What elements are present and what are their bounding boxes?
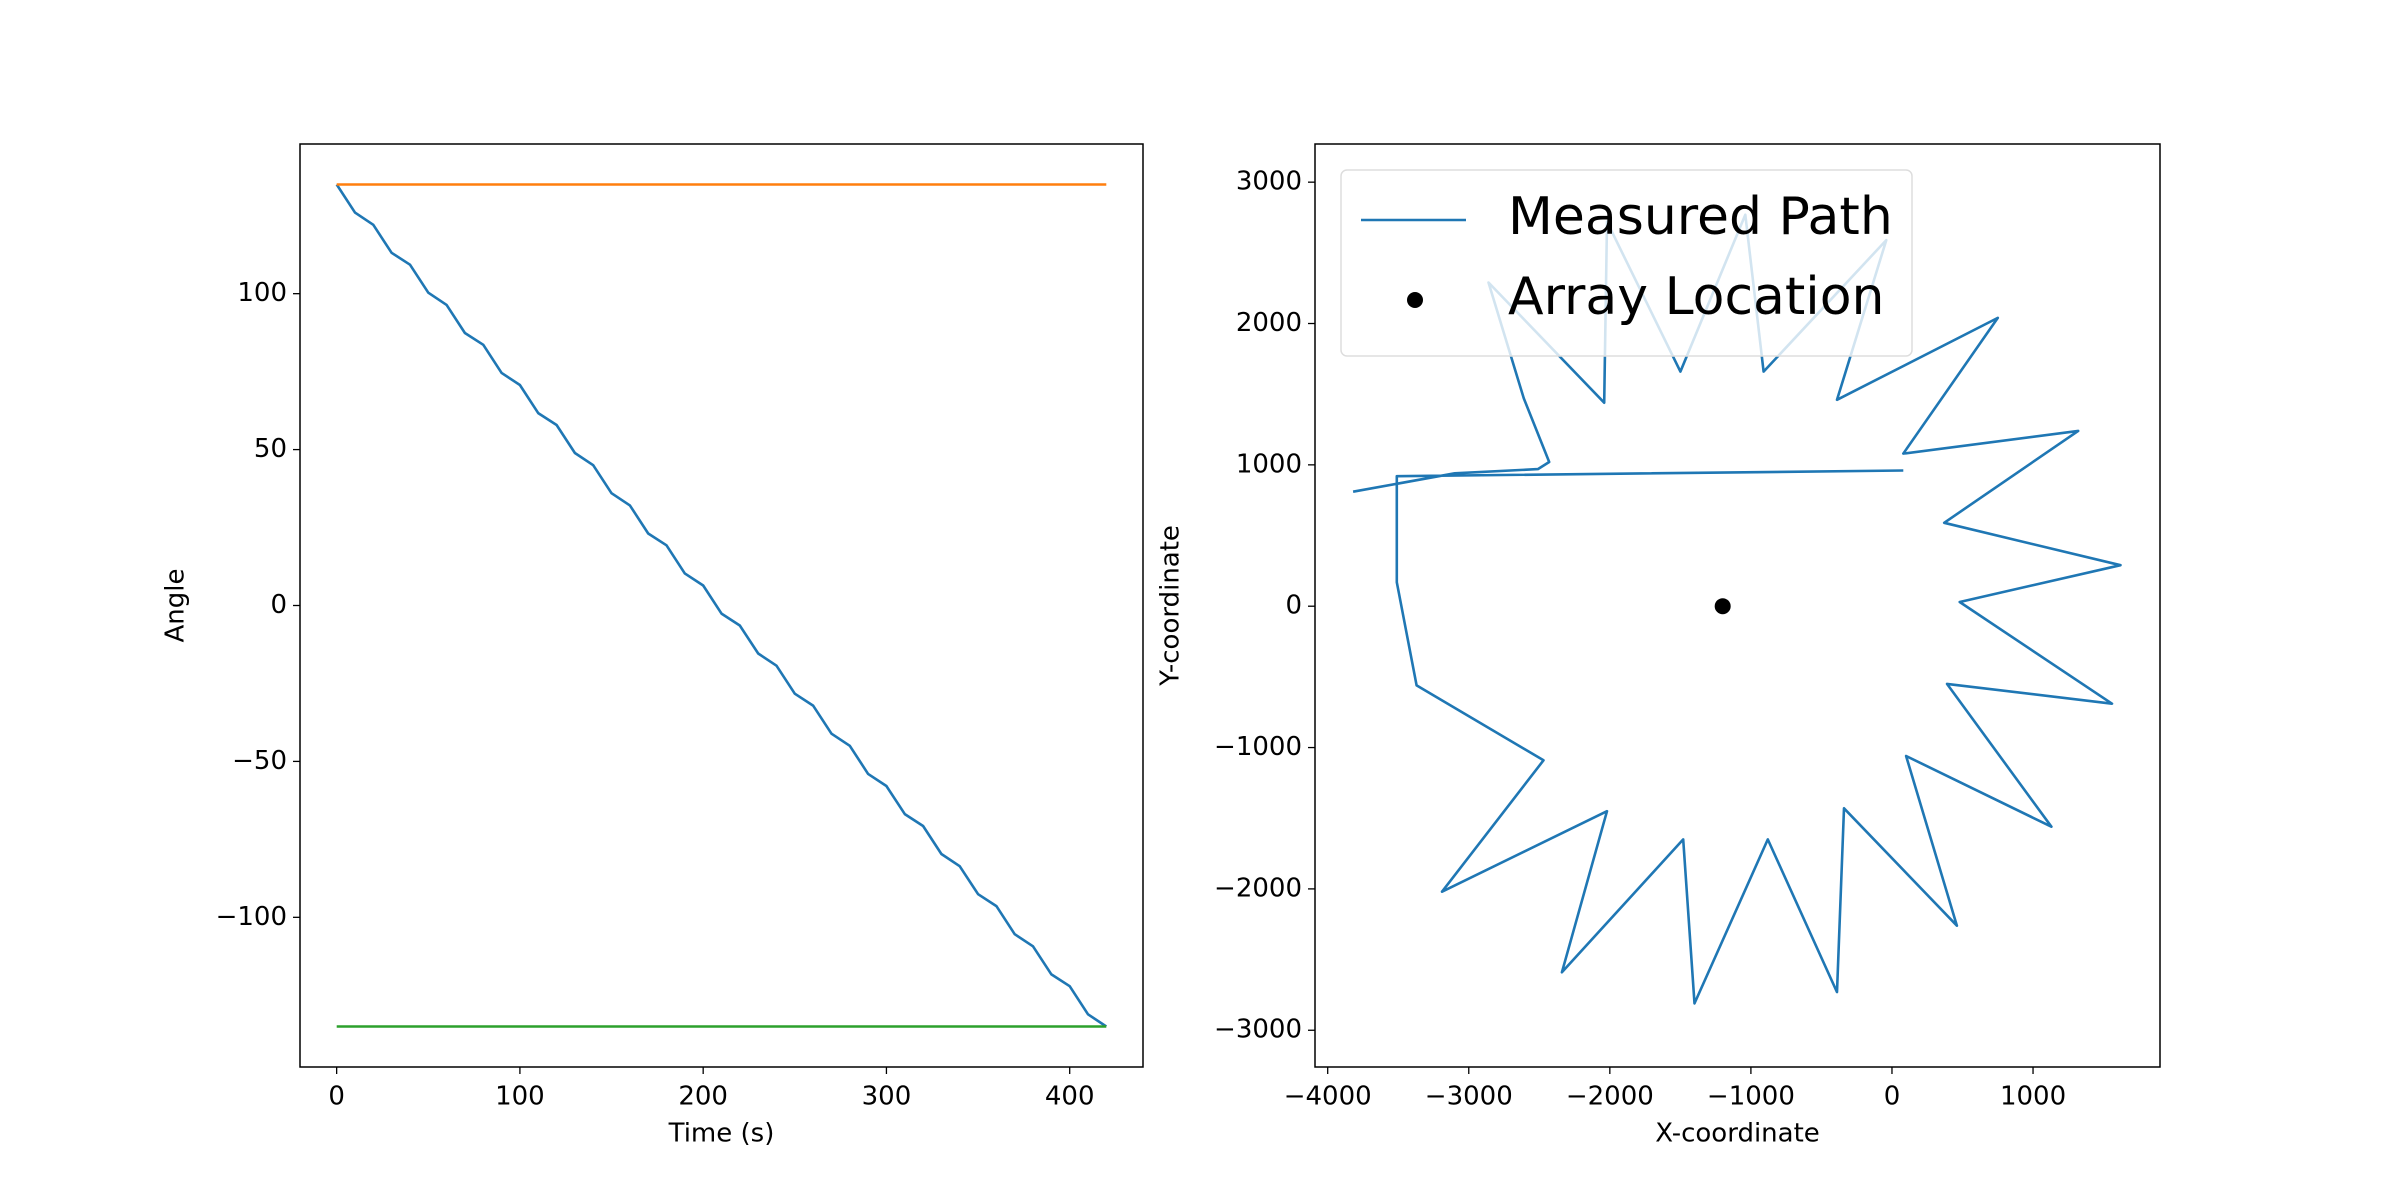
y-tick-label: 2000 xyxy=(1236,308,1302,338)
plot-area xyxy=(1352,213,2122,1005)
x-tick-label: 400 xyxy=(1045,1082,1095,1112)
x-tick-label: 100 xyxy=(495,1082,545,1112)
legend-marker xyxy=(1407,292,1423,308)
y-axis-label: Angle xyxy=(161,569,191,643)
y-tick-label: 0 xyxy=(270,590,287,620)
y-tick-label: −3000 xyxy=(1214,1015,1302,1045)
x-tick-label: 0 xyxy=(328,1082,345,1112)
axes-frame xyxy=(299,143,1144,1068)
subplot: −4000 −3000 −2000 −1000 0 1000 −3000 −2000 −1000… xyxy=(1156,143,2161,1149)
plot-area xyxy=(335,183,1108,1028)
x-axis-label: X-coordinate xyxy=(1655,1119,1820,1149)
series-line xyxy=(335,183,1108,1028)
y-tick-label: 100 xyxy=(237,278,287,308)
series-line xyxy=(1352,213,2122,1005)
array-location xyxy=(1714,598,1731,615)
y-tick-label: 0 xyxy=(1285,591,1302,621)
x-tick-label: −2000 xyxy=(1566,1082,1654,1112)
legend-label: Array Location xyxy=(1508,267,1885,327)
axes-frame xyxy=(1314,143,2161,1068)
x-tick-label: −4000 xyxy=(1284,1082,1372,1112)
y-tick-label: −50 xyxy=(232,746,287,776)
x-axis-label: Time (s) xyxy=(668,1119,775,1149)
x-tick-label: 300 xyxy=(862,1082,912,1112)
legend: Measured Path Array Location xyxy=(1340,169,1913,357)
x-tick-label: 0 xyxy=(1884,1082,1901,1112)
x-tick-label: −1000 xyxy=(1707,1082,1795,1112)
legend-frame xyxy=(1340,169,1913,357)
x-tick-label: 200 xyxy=(678,1082,728,1112)
y-tick-label: 50 xyxy=(254,434,287,464)
y-tick-label: −1000 xyxy=(1214,732,1302,762)
y-tick-label: −100 xyxy=(216,902,287,932)
x-tick-label: 1000 xyxy=(2000,1082,2066,1112)
y-tick-label: 3000 xyxy=(1236,167,1302,197)
y-tick-label: 1000 xyxy=(1236,449,1302,479)
subplot: 0 100 200 300 400 −100 −50 0 50 100 Time (s) Angle xyxy=(161,143,1144,1149)
y-axis-label: Y-coordinate xyxy=(1156,525,1186,687)
x-tick-label: −3000 xyxy=(1425,1082,1513,1112)
y-tick-label: −2000 xyxy=(1214,873,1302,903)
legend-label: Measured Path xyxy=(1508,187,1893,247)
